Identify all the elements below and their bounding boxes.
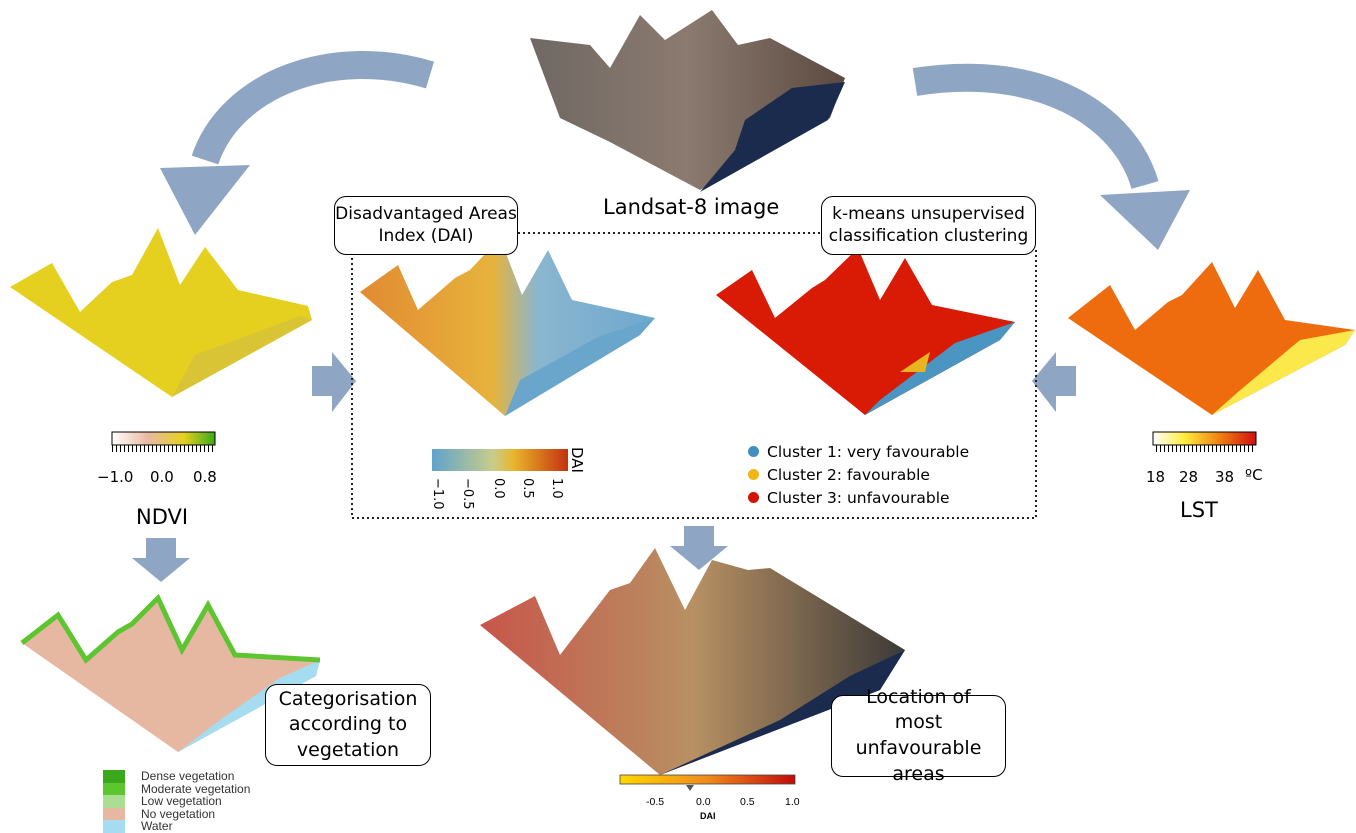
bottom-tick-1: 1.0: [785, 796, 800, 808]
lst-tick-18: 18: [1146, 468, 1166, 486]
veg-legend-item: Moderate vegetation: [103, 781, 251, 796]
curved-arrow-right: [912, 63, 1190, 250]
veg-legend-item: Water: [103, 820, 250, 833]
cluster-1-label: Cluster 1: very favourable: [767, 442, 970, 461]
cluster-legend-item: Cluster 2: favourable: [748, 463, 969, 486]
vegetation-box: Categorisation according to vegetation: [265, 684, 431, 766]
veg-legend-item: No vegetation: [103, 808, 250, 821]
dai-scale-title: DAI: [568, 447, 586, 473]
cluster-legend-item: Cluster 3: unfavourable: [748, 486, 969, 509]
block-arrow-center-down: [670, 526, 728, 570]
dai-colorbar: [432, 449, 568, 471]
ndvi-tick-high: 0.8: [193, 468, 217, 486]
dai-tick-05: 0.5: [520, 478, 535, 499]
kmeans-box: k-means unsupervised classification clus…: [821, 196, 1036, 255]
veg-label-dense: Dense vegetation: [141, 769, 235, 783]
lst-label: LST: [1180, 498, 1218, 522]
bottom-scale-title: DAI: [700, 811, 716, 821]
ndvi-label: NDVI: [136, 505, 189, 529]
veg-label-water: Water: [141, 819, 173, 833]
lst-tick-28: 28: [1179, 468, 1199, 486]
veg-swatch-none: [103, 807, 125, 821]
ndvi-tick-low: −1.0: [97, 468, 134, 486]
ndvi-colorbar: [111, 431, 216, 452]
bottom-dai-colorbar: [619, 774, 796, 791]
cluster-3-swatch: [748, 492, 759, 503]
cluster-legend: Cluster 1: very favourable Cluster 2: fa…: [748, 440, 969, 509]
veg-swatch-water: [103, 820, 125, 833]
dai-tick-0: 0.0: [491, 478, 506, 499]
bottom-tick-neg05: -0.5: [646, 796, 665, 808]
bottom-tick-0: 0.0: [696, 796, 711, 808]
dai-tick-neg1: −1.0: [430, 478, 445, 510]
block-arrow-lst-to-kmeans: [1032, 352, 1076, 412]
dai-box: Disadvantaged Areas Index (DAI): [334, 196, 518, 255]
veg-label-none: No vegetation: [141, 806, 216, 821]
dai-tick-neg05: −0.5: [460, 478, 475, 510]
cluster-legend-item: Cluster 1: very favourable: [748, 440, 969, 463]
dai-map: [360, 238, 655, 416]
cluster-2-label: Cluster 2: favourable: [767, 465, 930, 484]
cluster-2-swatch: [748, 469, 759, 480]
lst-map: [1068, 262, 1355, 415]
location-map: [480, 548, 905, 775]
vegetation-legend: Dense vegetation Moderate vegetation Low…: [103, 770, 250, 833]
vegetation-map: [20, 593, 321, 752]
dai-tick-1: 1.0: [549, 478, 564, 499]
location-box: Location of most unfavourable areas: [831, 686, 1006, 785]
veg-swatch-low: [103, 795, 125, 808]
lst-colorbar: [1152, 431, 1257, 452]
landsat-map: [530, 10, 845, 192]
ndvi-map: [10, 228, 312, 397]
kmeans-map: [716, 248, 1015, 415]
landsat-label: Landsat-8 image: [603, 195, 780, 219]
veg-label-moderate: Moderate vegetation: [141, 781, 251, 796]
veg-legend-item: Low vegetation: [103, 795, 250, 808]
veg-swatch-moderate: [103, 782, 125, 796]
veg-swatch-dense: [103, 770, 125, 783]
ndvi-tick-mid: 0.0: [150, 468, 174, 486]
lst-tick-38: 38: [1215, 468, 1235, 486]
lst-unit: ºC: [1245, 466, 1263, 484]
bottom-tick-05: 0.5: [740, 796, 755, 808]
cluster-1-swatch: [748, 446, 759, 457]
curved-arrow-left: [160, 50, 435, 235]
veg-label-low: Low vegetation: [141, 794, 222, 809]
block-arrow-ndvi-down: [132, 538, 190, 582]
cluster-3-label: Cluster 3: unfavourable: [767, 488, 950, 507]
dotted-group-frame: [351, 232, 1037, 519]
block-arrow-ndvi-to-dai: [312, 352, 356, 412]
veg-legend-item: Dense vegetation: [103, 770, 250, 783]
